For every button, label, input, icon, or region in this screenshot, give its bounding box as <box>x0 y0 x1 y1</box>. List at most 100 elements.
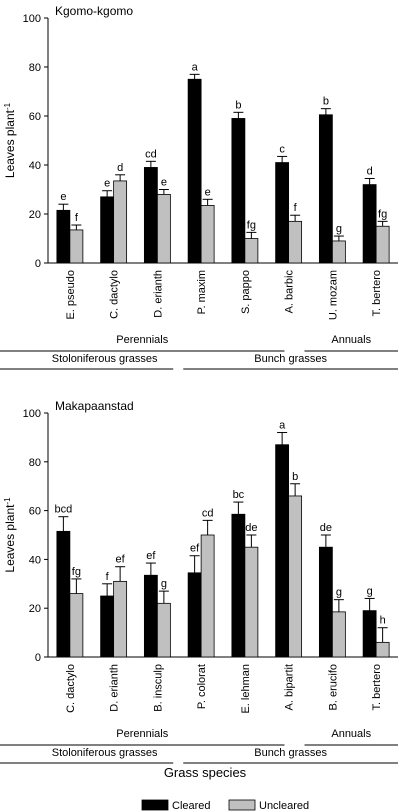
significance-letter: a <box>279 420 286 432</box>
bar-cleared <box>231 513 246 658</box>
group-label: Annuals <box>331 728 371 740</box>
bar-cleared <box>187 78 202 264</box>
group-label: Annuals <box>331 334 371 346</box>
bar-cleared <box>100 196 115 264</box>
group-label: Perennials <box>116 728 168 740</box>
y-axis-title-superscript: -1 <box>3 497 12 505</box>
bar-cleared <box>143 167 158 264</box>
category-label: C. dactylo <box>65 664 77 713</box>
significance-letter: d <box>117 162 123 174</box>
y-tick-label: 60 <box>29 506 41 518</box>
y-tick-label: 40 <box>29 554 41 566</box>
x-axis-title: Grass species <box>164 765 247 780</box>
significance-letter: fg <box>378 208 387 220</box>
bar-uncleared <box>375 641 390 658</box>
group-label: Stoloniferous grasses <box>52 353 158 365</box>
significance-letter: c <box>279 143 285 155</box>
significance-letter: b <box>292 471 298 483</box>
significance-letter: d <box>367 165 373 177</box>
bar-cleared <box>231 118 246 264</box>
y-tick-label: 100 <box>23 408 41 420</box>
legend-swatch-cleared <box>141 799 169 811</box>
bar-uncleared <box>156 602 171 658</box>
bar-cleared <box>362 184 377 264</box>
category-label: D. erianth <box>152 270 164 318</box>
y-axis-title-superscript: -1 <box>3 102 12 110</box>
significance-letter: e <box>161 177 167 189</box>
bar-uncleared <box>244 238 259 264</box>
bar-uncleared <box>200 534 215 658</box>
category-label: T. bertero <box>371 270 383 316</box>
significance-letter: e <box>104 178 110 190</box>
category-label: U. mozam <box>327 270 339 320</box>
significance-letter: h <box>380 615 386 627</box>
category-label: E. pseudo <box>65 270 77 320</box>
category-label: E. lehman <box>240 664 252 714</box>
significance-letter: fg <box>247 219 256 231</box>
bar-cleared <box>187 572 202 658</box>
bar-cleared <box>143 574 158 658</box>
category-label: D. erianth <box>109 664 121 712</box>
category-label: A. bipartit <box>284 664 296 710</box>
bar-uncleared <box>156 193 171 264</box>
bar-uncleared <box>69 593 84 658</box>
significance-letter: cd <box>202 507 214 519</box>
bar-cleared <box>56 209 71 264</box>
significance-letter: g <box>336 587 342 599</box>
significance-letter: f <box>75 212 79 224</box>
y-axis-title: Leaves plant-1 <box>3 497 18 573</box>
significance-letter: f <box>294 202 298 214</box>
significance-letter: ef <box>190 543 200 555</box>
significance-letter: b <box>235 99 241 111</box>
bar-cleared <box>275 162 290 264</box>
category-label: B. insculp <box>152 664 164 712</box>
bar-cleared <box>56 530 71 658</box>
bar-uncleared <box>331 240 346 264</box>
group-label: Perennials <box>116 334 168 346</box>
group-label: Bunch grasses <box>254 353 327 365</box>
bar-cleared <box>318 114 333 264</box>
bar-uncleared <box>288 220 303 264</box>
bar-uncleared <box>375 225 390 264</box>
category-label: C. dactylo <box>109 270 121 319</box>
significance-letter: ef <box>146 550 156 562</box>
y-tick-label: 20 <box>29 603 41 615</box>
panel-title: Kgomo-kgomo <box>55 4 133 18</box>
bar-cleared <box>100 595 115 658</box>
y-axis-title: Leaves plant-1 <box>3 102 18 178</box>
significance-letter: e <box>205 186 211 198</box>
bar-uncleared <box>288 495 303 658</box>
bar-cleared <box>362 610 377 658</box>
group-label: Bunch grasses <box>254 747 327 759</box>
significance-letter: g <box>336 223 342 235</box>
y-tick-label: 20 <box>29 209 41 221</box>
legend: Cleared Uncleared <box>141 799 309 812</box>
significance-letter: g <box>161 578 167 590</box>
significance-letter: bc <box>233 489 245 501</box>
category-label: S. pappo <box>240 270 252 314</box>
bar-uncleared <box>69 229 84 264</box>
legend-swatch-uncleared <box>228 799 256 811</box>
significance-letter: fg <box>72 566 81 578</box>
bar-uncleared <box>244 546 259 658</box>
bar-cleared <box>318 546 333 658</box>
significance-letter: bcd <box>55 504 73 516</box>
bar-uncleared <box>113 180 128 264</box>
category-label: P. colorat <box>196 664 208 709</box>
y-tick-label: 0 <box>35 258 41 270</box>
bar-uncleared <box>113 580 128 658</box>
y-tick-label: 60 <box>29 111 41 123</box>
significance-letter: f <box>106 571 110 583</box>
bar-uncleared <box>331 611 346 658</box>
y-tick-label: 100 <box>23 13 41 25</box>
category-label: T. bertero <box>371 664 383 710</box>
significance-letter: b <box>323 96 329 108</box>
significance-letter: a <box>192 61 199 73</box>
legend-label-uncleared: Uncleared <box>259 800 309 812</box>
significance-letter: ef <box>116 554 126 566</box>
y-tick-label: 80 <box>29 62 41 74</box>
significance-letter: g <box>367 585 373 597</box>
